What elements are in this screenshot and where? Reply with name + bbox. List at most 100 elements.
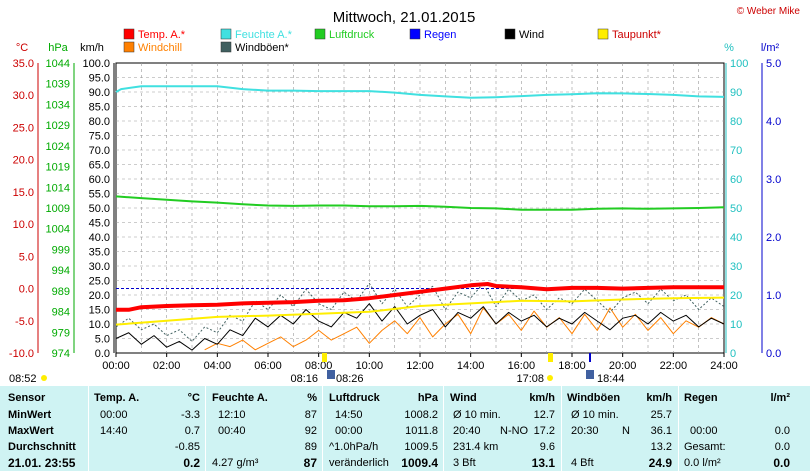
current-timestamp: 21.01. 23:55	[8, 456, 76, 470]
humidity-tick-label: 0	[730, 348, 736, 360]
max-pressure-value: 1011.8	[405, 425, 438, 437]
pressure-tick-label: 994	[52, 265, 70, 277]
rain-tick-label: 3.0	[766, 174, 781, 186]
pressure-tick-label: 1034	[46, 99, 70, 111]
wind-run-distance: 231.4 km	[453, 441, 499, 453]
current-rain-amount: 0.0 l/m²	[684, 457, 721, 469]
x-tick-label: 00:00	[102, 360, 130, 372]
max-temp-time: 14:40	[100, 425, 128, 437]
wind-tick-label: 50.0	[89, 203, 110, 215]
sun-icon	[41, 375, 47, 381]
x-tick-label: 18:00	[558, 360, 586, 372]
max-wind-value: 17.2	[533, 425, 555, 437]
legend-label: Luftdruck	[329, 29, 375, 41]
stats-header-row: Sensor Temp. A. °C Feuchte A. % Luftdruc…	[0, 390, 810, 407]
pressure-tick-label: 1039	[46, 79, 70, 91]
header-humidity-unit: %	[307, 392, 317, 404]
wind-tick-label: 80.0	[89, 116, 110, 128]
x-tick-label: 02:00	[153, 360, 181, 372]
min-pressure-value: 1008.2	[404, 409, 438, 421]
rain-tick-label: 1.0	[766, 290, 781, 302]
x-tick-label: 14:00	[457, 360, 485, 372]
wind-tick-label: 60.0	[89, 174, 110, 186]
min-wind-label: Ø 10 min.	[453, 409, 501, 421]
rain-tick-label: 2.0	[766, 232, 781, 244]
wind-tick-label: 35.0	[89, 247, 110, 259]
chart-title: Mittwoch, 21.01.2015	[333, 9, 476, 26]
current-wind-value: 13.1	[531, 456, 555, 470]
column-divider	[561, 386, 562, 471]
header-wind: Wind	[450, 392, 477, 404]
header-pressure: Luftdruck	[329, 392, 380, 404]
legend-swatch	[123, 28, 135, 40]
max-pressure-time: 00:00	[335, 425, 363, 437]
legend-swatch	[409, 28, 421, 40]
rain-tick-label: 4.0	[766, 116, 781, 128]
wind-tick-label: 65.0	[89, 160, 110, 172]
average-pressure-value: 1009.5	[404, 441, 438, 453]
column-divider	[678, 386, 679, 471]
current-rain-value: 0.0	[773, 456, 790, 470]
current-gust-value: 24.9	[648, 456, 672, 470]
average-label: Durchschnitt	[8, 441, 76, 453]
temp-tick-label: 20.0	[13, 155, 34, 167]
current-temp-value: 0.2	[183, 456, 200, 470]
current-humidity-value: 87	[303, 456, 317, 470]
temp-tick-label: 0.0	[19, 284, 34, 296]
temp-tick-label: 35.0	[13, 58, 34, 70]
legend-label: Regen	[424, 29, 456, 41]
event-time-moonrise: 08:26	[336, 373, 364, 385]
event-time-sunrise: 08:16	[290, 373, 318, 385]
series-line-windb-en	[115, 282, 725, 342]
pressure-tick-label: 1029	[46, 120, 70, 132]
absolute-humidity: 4.27 g/m³	[212, 457, 259, 469]
humidity-tick-label: 10	[730, 319, 742, 331]
max-temp-value: 0.7	[184, 425, 200, 437]
wind-tick-label: 100.0	[82, 58, 110, 70]
x-tick-label: 06:00	[254, 360, 282, 372]
weather-chart: Mittwoch, 21.01.2015 © Weber Mike Temp. …	[9, 6, 801, 385]
legend-swatch	[597, 28, 609, 40]
temp-tick-label: 25.0	[13, 122, 34, 134]
humidity-tick-label: 50	[730, 203, 742, 215]
wind-tick-label: 5.0	[95, 334, 110, 346]
pressure-tick-label: 1009	[46, 203, 70, 215]
min-gust-value: 25.7	[650, 409, 672, 421]
copyright: © Weber Mike	[737, 6, 801, 17]
wind-tick-label: 75.0	[89, 131, 110, 143]
humidity-tick-label: 100	[730, 58, 748, 70]
column-divider	[205, 386, 206, 471]
legend-label: Wind	[519, 29, 544, 41]
temp-tick-label: 10.0	[13, 219, 34, 231]
pressure-tick-label: 984	[52, 307, 70, 319]
header-pressure-unit: hPa	[417, 392, 438, 404]
moon-icon	[586, 370, 594, 379]
x-tick-label: 12:00	[406, 360, 434, 372]
pressure-tick-label: 979	[52, 327, 70, 339]
event-time-left: 08:52	[9, 373, 37, 385]
event-time-sunset: 17:08	[516, 373, 544, 385]
legend-label: Windböen*	[235, 42, 290, 54]
rain-tick-label: 0.0	[766, 348, 781, 360]
chart-axes: 35.0 30.0 25.0 20.0 15.0 10.0 5.0 0.0 -5.0 -10.0 1…	[9, 58, 781, 372]
sun-events: 08:52 08:16 08:26 17:08 18:44	[9, 353, 625, 385]
header-temp: Temp. A.	[94, 392, 140, 404]
wind-tick-label: 0.0	[95, 348, 110, 360]
wind-tick-label: 95.0	[89, 73, 110, 85]
header-wind-unit: km/h	[529, 392, 555, 404]
legend-label: Temp. A.*	[138, 29, 186, 41]
min-label: MinWert	[8, 409, 52, 421]
temp-tick-label: 5.0	[19, 251, 34, 263]
max-rain-time: 00:00	[690, 425, 718, 437]
header-rain-unit: l/m²	[770, 392, 790, 404]
temp-tick-label: 15.0	[13, 187, 34, 199]
max-humidity-value: 92	[304, 425, 317, 437]
wind-tick-label: 40.0	[89, 232, 110, 244]
wind-tick-label: 85.0	[89, 102, 110, 114]
rain-axis-unit: l/m²	[761, 42, 780, 54]
min-humidity-time: 12:10	[218, 409, 246, 421]
legend-swatch	[220, 28, 232, 40]
pressure-tick-label: 1019	[46, 162, 70, 174]
temp-tick-label: 30.0	[13, 90, 34, 102]
legend-label: Taupunkt*	[612, 29, 662, 41]
